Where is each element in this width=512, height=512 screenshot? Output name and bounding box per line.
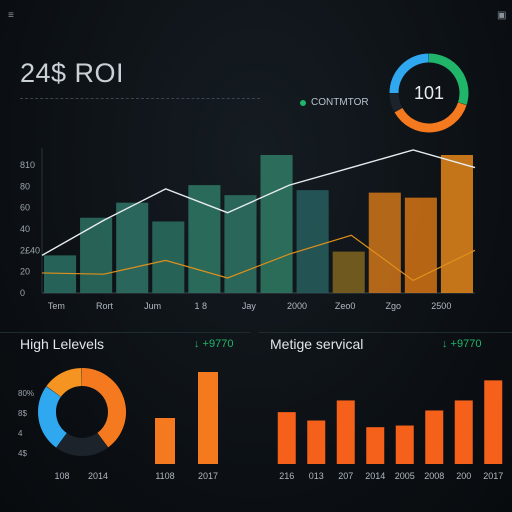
donut-x-label: 2014 <box>88 471 108 481</box>
right-panel-bar <box>454 400 473 464</box>
right-panel-x-label: 207 <box>338 471 353 481</box>
donut-tick-label: 4 <box>18 429 23 438</box>
right-panel-bar <box>395 425 414 464</box>
left-panel-title: High Lelevels <box>20 336 105 352</box>
donut-segment-2 <box>38 386 68 448</box>
gauge-segment-2 <box>389 93 403 113</box>
donut-x-label: 108 <box>54 471 69 481</box>
gauge-segment-3 <box>389 53 429 94</box>
right-panel-x-label: 2005 <box>395 471 415 481</box>
x-tick-label: 1 8 <box>195 301 208 311</box>
right-panel-x-label: 013 <box>309 471 324 481</box>
bar <box>80 217 113 293</box>
bar <box>188 185 221 293</box>
x-tick-label: 2500 <box>431 301 451 311</box>
left-panel-divider <box>0 332 250 333</box>
left-panel-bar <box>155 418 175 464</box>
window-icon[interactable]: ▣ <box>497 10 507 21</box>
donut-segment-1 <box>56 432 108 456</box>
bar <box>152 221 185 293</box>
right-panel-bar <box>484 380 503 464</box>
legend-label: CONTMTOR <box>311 97 369 108</box>
right-panel-x-label: 216 <box>279 471 294 481</box>
title-divider <box>20 98 260 99</box>
y-tick-label: 20 <box>20 267 30 277</box>
gauge-segment-0 <box>428 53 469 105</box>
donut-tick-label: 4$ <box>18 449 27 458</box>
bar <box>440 155 473 293</box>
right-panel-x-label: 2014 <box>365 471 385 481</box>
y-tick-label: 2£40 <box>20 245 40 255</box>
right-panel-x-label: 2008 <box>424 471 444 481</box>
donut-tick-label: 80% <box>18 389 34 398</box>
right-panel-chart: 216 013 207 2014 2005 2008 200 2017 <box>277 380 503 481</box>
x-tick-label: Tem <box>48 301 65 311</box>
donut-segment-0 <box>81 368 126 448</box>
main-chart: 0 20 2£40 40 60 80 810 Tem Rort Jum 1 8 Jay 2000 Zeo0… <box>20 148 476 311</box>
bar <box>404 197 437 293</box>
page-title: 24$ ROI <box>20 58 125 88</box>
y-tick-label: 0 <box>20 288 25 298</box>
gauge-segment-1 <box>394 102 467 133</box>
bar <box>296 190 329 293</box>
left-panel-x-label: 2017 <box>198 471 218 481</box>
gauge-ring <box>389 53 469 133</box>
bar <box>116 202 149 293</box>
right-panel-x-label: 200 <box>456 471 471 481</box>
y-tick-label: 60 <box>20 203 30 213</box>
right-panel-bar <box>336 400 355 464</box>
right-panel-value: ↓ +9770 <box>442 338 482 350</box>
right-panel-bar <box>307 420 326 464</box>
bar <box>368 192 401 293</box>
legend-dot-icon <box>300 99 306 106</box>
left-panel-bar <box>198 372 218 464</box>
bar <box>224 195 257 293</box>
donut-tick-label: 8$ <box>18 409 27 418</box>
left-panel-chart: 80% 8$ 4 4$ 108 2014 1108 2017 <box>18 368 218 481</box>
right-panel-bar <box>366 427 385 464</box>
right-panel-bar <box>277 412 296 464</box>
left-panel-value: ↓ +9770 <box>194 338 234 350</box>
legend: CONTMTOR <box>300 97 369 108</box>
right-panel-divider <box>258 332 512 333</box>
right-panel-bar <box>425 410 444 464</box>
menu-icon[interactable]: ≡ <box>8 10 14 21</box>
y-tick-label: 80 <box>20 181 30 191</box>
x-tick-label: Jay <box>242 301 257 311</box>
series-line-white <box>41 149 476 256</box>
x-tick-label: Jum <box>144 301 161 311</box>
x-tick-label: Zgo <box>385 301 401 311</box>
y-tick-label: 810 <box>20 160 35 170</box>
x-tick-label: Zeo0 <box>335 301 356 311</box>
bar <box>44 255 77 293</box>
right-panel-x-label: 2017 <box>483 471 503 481</box>
x-tick-label: Rort <box>96 301 114 311</box>
bar <box>260 155 293 293</box>
bar <box>332 251 365 293</box>
gauge-value: 101 <box>413 82 445 103</box>
series-line-orange <box>41 234 476 282</box>
right-panel-title: Metige servical <box>270 336 364 352</box>
donut-segment-3 <box>46 368 83 398</box>
left-panel-x-label: 1108 <box>155 471 174 481</box>
y-tick-label: 40 <box>20 224 30 234</box>
x-tick-label: 2000 <box>287 301 307 311</box>
